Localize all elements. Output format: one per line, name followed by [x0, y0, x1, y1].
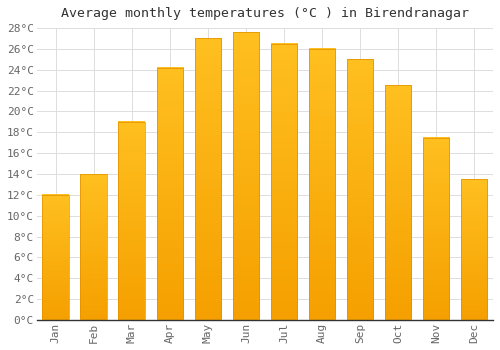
Bar [118, 122, 145, 320]
Bar [80, 174, 107, 320]
Bar [346, 60, 374, 320]
Bar [42, 195, 69, 320]
Bar [194, 38, 221, 320]
Bar [270, 44, 297, 320]
Bar [422, 138, 450, 320]
Bar [232, 32, 259, 320]
Bar [156, 68, 183, 320]
Bar [460, 179, 487, 320]
Title: Average monthly temperatures (°C ) in Birendranagar: Average monthly temperatures (°C ) in Bi… [61, 7, 469, 20]
Bar [384, 85, 411, 320]
Bar [308, 49, 335, 320]
